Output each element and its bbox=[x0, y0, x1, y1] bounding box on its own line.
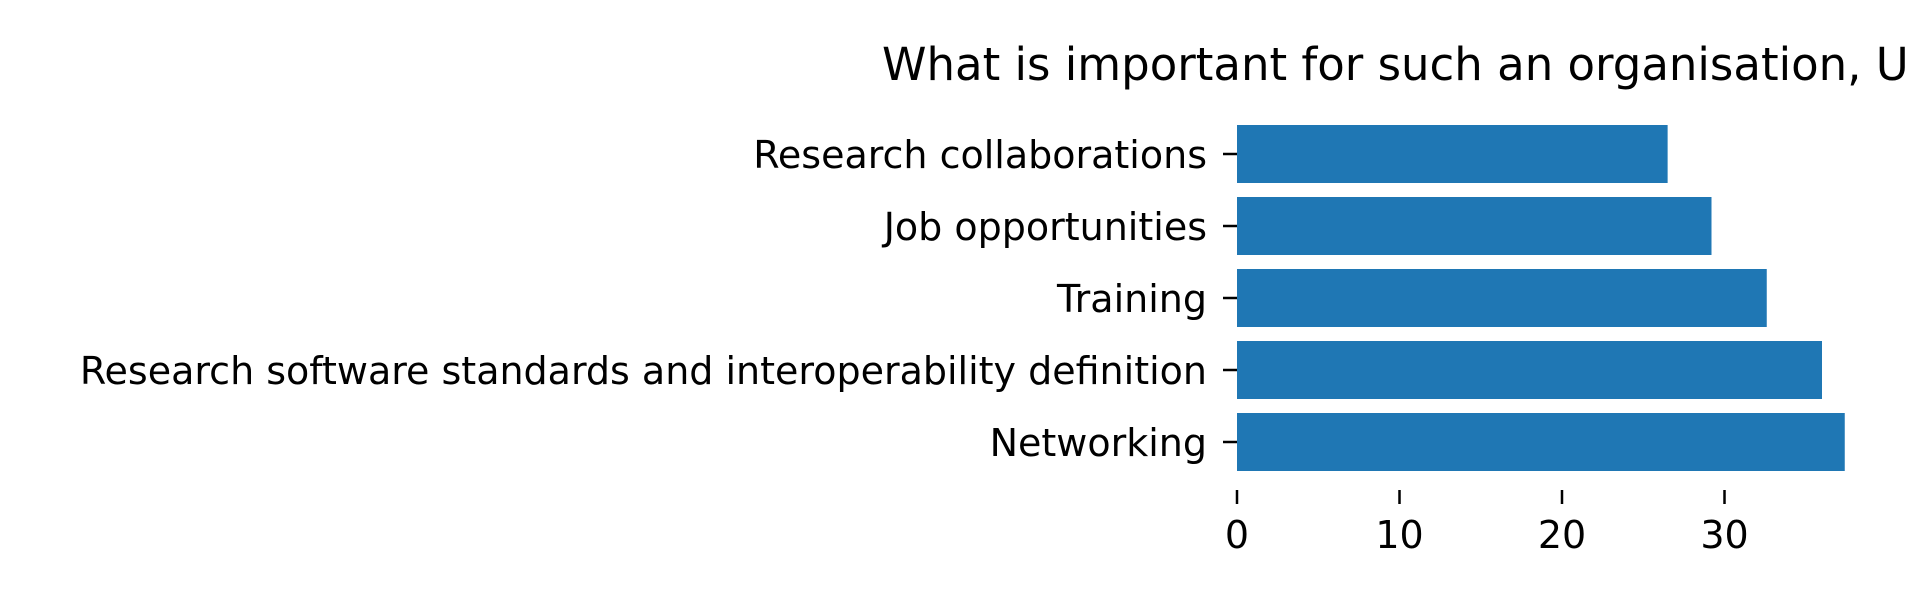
chart-title: What is important for such an organisati… bbox=[882, 38, 1909, 91]
x-axis: 0 10 20 30 bbox=[1225, 490, 1749, 557]
bar bbox=[1237, 341, 1822, 399]
bars-group bbox=[1237, 125, 1845, 471]
bar bbox=[1237, 197, 1712, 255]
y-tick-label: Research collaborations bbox=[753, 133, 1207, 177]
bar bbox=[1237, 413, 1845, 471]
bar bbox=[1237, 269, 1767, 327]
x-tick-label: 10 bbox=[1375, 513, 1423, 557]
y-tick-label: Job opportunities bbox=[882, 205, 1207, 249]
x-tick-label: 0 bbox=[1225, 513, 1249, 557]
bar bbox=[1237, 125, 1668, 183]
category-labels-group: Research collaborations Job opportunities… bbox=[80, 133, 1237, 465]
x-tick-label: 20 bbox=[1538, 513, 1586, 557]
y-tick-label: Training bbox=[1056, 277, 1207, 321]
x-tick-label: 30 bbox=[1700, 513, 1748, 557]
y-tick-label: Networking bbox=[990, 421, 1207, 465]
y-tick-label: Research software standards and interope… bbox=[80, 349, 1207, 393]
